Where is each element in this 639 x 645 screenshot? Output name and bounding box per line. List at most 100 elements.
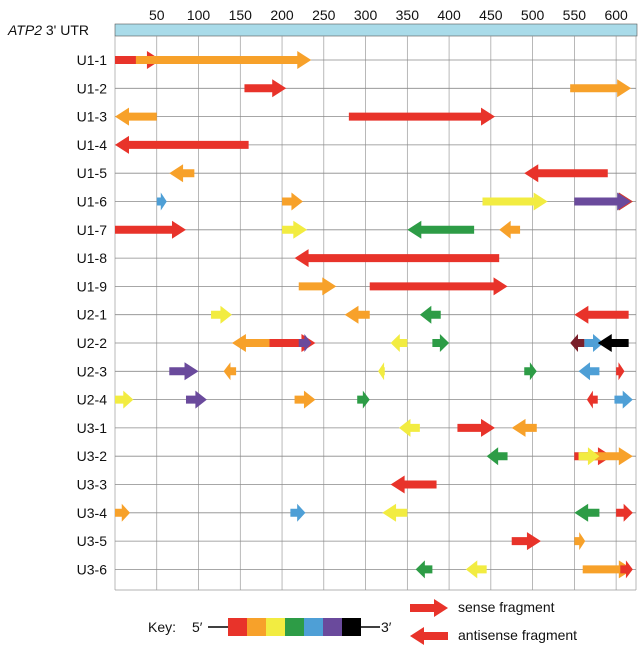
- sense-fragment-arrow-yellow: [282, 220, 308, 239]
- key-three-prime: 3′: [381, 619, 392, 635]
- sense-fragment-arrow-blue: [584, 334, 604, 352]
- sense-fragment-arrow-red: [369, 277, 508, 296]
- sense-fragment-arrow-purple: [298, 334, 312, 352]
- row-u1-3: U1-3: [77, 107, 636, 126]
- row-u3-5: U3-5: [77, 532, 636, 551]
- row-u1-1: U1-1: [77, 51, 636, 69]
- sense-fragment-arrow-green: [357, 390, 370, 409]
- sense-fragment-arrow-purple: [574, 192, 632, 211]
- sense-fragment-arrow-green: [524, 362, 537, 381]
- row-u3-4: U3-4: [77, 503, 636, 522]
- antisense-legend-arrow: [410, 627, 448, 645]
- tick-label: 150: [229, 7, 253, 23]
- row-u1-5: U1-5: [77, 164, 636, 183]
- sense-legend-label: sense fragment: [458, 599, 555, 615]
- antisense-fragment-arrow-green: [407, 220, 475, 239]
- row-u3-6: U3-6: [77, 560, 636, 579]
- antisense-fragment-arrow-red: [574, 305, 629, 324]
- tick-label: 250: [312, 7, 336, 23]
- tick-label: 50: [149, 7, 165, 23]
- sense-fragment-arrow-red: [115, 220, 186, 239]
- row-u2-3: U2-3: [77, 362, 636, 381]
- antisense-fragment-arrow-red: [294, 249, 500, 268]
- key-swatch-green: [285, 618, 304, 636]
- antisense-fragment-arrow-red: [586, 390, 598, 409]
- antisense-legend-label: antisense fragment: [458, 627, 577, 643]
- sense-fragment-arrow-purple: [169, 362, 199, 381]
- row-label: U3-5: [77, 533, 108, 549]
- antisense-fragment-arrow-orange: [344, 305, 370, 324]
- tick-label: 500: [521, 7, 545, 23]
- row-u3-1: U3-1: [77, 418, 636, 437]
- row-label: U1-3: [77, 109, 108, 125]
- row-label: U3-3: [77, 477, 108, 493]
- antisense-fragment-arrow-red: [390, 475, 437, 494]
- sense-fragment-arrow-red: [616, 503, 633, 522]
- sense-fragment-arrow-yellow: [211, 305, 232, 324]
- sense-fragment-arrow-red: [244, 79, 287, 98]
- row-label: U1-6: [77, 194, 108, 210]
- tick-label: 450: [479, 7, 503, 23]
- sense-fragment-arrow-red: [620, 560, 633, 579]
- antisense-fragment-arrow-orange: [231, 334, 270, 352]
- row-u3-3: U3-3: [77, 475, 636, 494]
- row-u1-8: U1-8: [77, 249, 636, 268]
- tick-label: 550: [563, 7, 587, 23]
- sense-fragment-arrow-orange: [582, 560, 633, 579]
- antisense-fragment-arrow-yellow: [382, 503, 408, 522]
- antisense-fragment-arrow-orange: [115, 107, 157, 126]
- row-label: U1-7: [77, 222, 108, 238]
- row-u2-2: U2-2: [77, 334, 636, 352]
- antisense-fragment-arrow-red: [115, 135, 249, 154]
- row-label: U3-6: [77, 561, 108, 577]
- tick-label: 200: [270, 7, 294, 23]
- row-label: U1-9: [77, 278, 108, 294]
- row-u3-2: U3-2: [77, 447, 636, 466]
- row-u1-6: U1-6: [77, 192, 636, 211]
- sense-fragment-arrow-yellow: [482, 192, 548, 211]
- row-u1-9: U1-9: [77, 277, 636, 296]
- key-swatch-yellow: [266, 618, 285, 636]
- antisense-fragment-arrow-yellow: [390, 334, 408, 352]
- gene-region: 3' UTR: [42, 22, 89, 38]
- row-u1-7: U1-7: [77, 220, 636, 239]
- row-u2-4: U2-4: [77, 390, 636, 409]
- antisense-fragment-arrow-green: [415, 560, 433, 579]
- sense-fragment-arrow-orange: [570, 79, 632, 98]
- row-label: U2-3: [77, 363, 108, 379]
- key-swatch-orange: [247, 618, 266, 636]
- key-label: Key:: [148, 619, 176, 635]
- antisense-fragment-arrow-orange: [169, 164, 195, 183]
- sense-fragment-arrow-orange: [298, 277, 337, 296]
- sense-fragment-arrow-orange: [135, 51, 312, 69]
- sense-fragment-arrow-red: [457, 418, 496, 437]
- key-swatch-blue: [304, 618, 323, 636]
- antisense-fragment-arrow-maroon: [570, 334, 585, 352]
- tick-label: 100: [187, 7, 211, 23]
- sense-fragment-arrow-orange: [574, 532, 586, 551]
- antisense-fragment-arrow-yellow: [398, 418, 420, 437]
- key-swatch-purple: [323, 618, 342, 636]
- row-label: U1-1: [77, 52, 108, 68]
- row-label: U2-2: [77, 335, 108, 351]
- sense-fragment-arrow-red: [240, 334, 316, 352]
- sense-fragment-arrow-orange: [586, 447, 633, 466]
- sense-fragment-arrow-blue: [156, 192, 167, 211]
- sense-fragment-arrow-orange: [115, 503, 131, 522]
- row-label: U2-4: [77, 392, 108, 408]
- antisense-fragment-arrow-blue: [578, 362, 600, 381]
- antisense-fragment-arrow-green: [419, 305, 441, 324]
- sense-fragment-arrow-yellow: [578, 447, 600, 466]
- sense-fragment-arrow-purple: [185, 390, 207, 409]
- sense-fragment-arrow-red: [511, 532, 541, 551]
- row-label: U1-4: [77, 137, 108, 153]
- tick-label: 300: [354, 7, 378, 23]
- row-u1-2: U1-2: [77, 79, 636, 98]
- tick-label: 350: [396, 7, 420, 23]
- key-five-prime: 5′: [192, 619, 203, 635]
- antisense-fragment-arrow-orange: [511, 418, 537, 437]
- sense-fragment-arrow-green: [432, 334, 450, 352]
- antisense-fragment-arrow-red: [524, 164, 608, 183]
- gene-title: ATP2 3' UTR: [7, 22, 89, 38]
